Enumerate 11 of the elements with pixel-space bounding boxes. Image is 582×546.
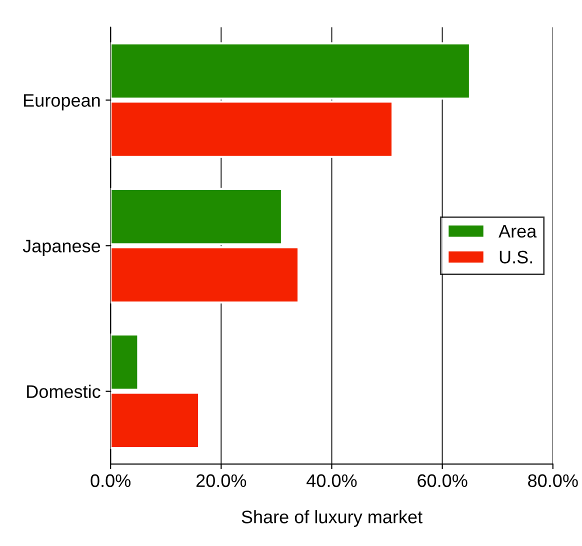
y-tick-label: European [24,94,100,110]
y-tick-label: Domestic [27,384,100,398]
x-tick-label: 80.0% [528,474,578,488]
x-tick-label: 0.0% [90,474,131,488]
y-tick-label: Japanese [22,240,100,256]
legend-label: U.S. [500,250,532,264]
x-tick-label: 40.0% [306,474,357,488]
x-axis-title: Share of luxury market [242,510,422,527]
x-tick-label: 60.0% [418,474,468,488]
x-tick-label: 20.0% [196,474,246,488]
legend-label: Area [498,225,537,238]
